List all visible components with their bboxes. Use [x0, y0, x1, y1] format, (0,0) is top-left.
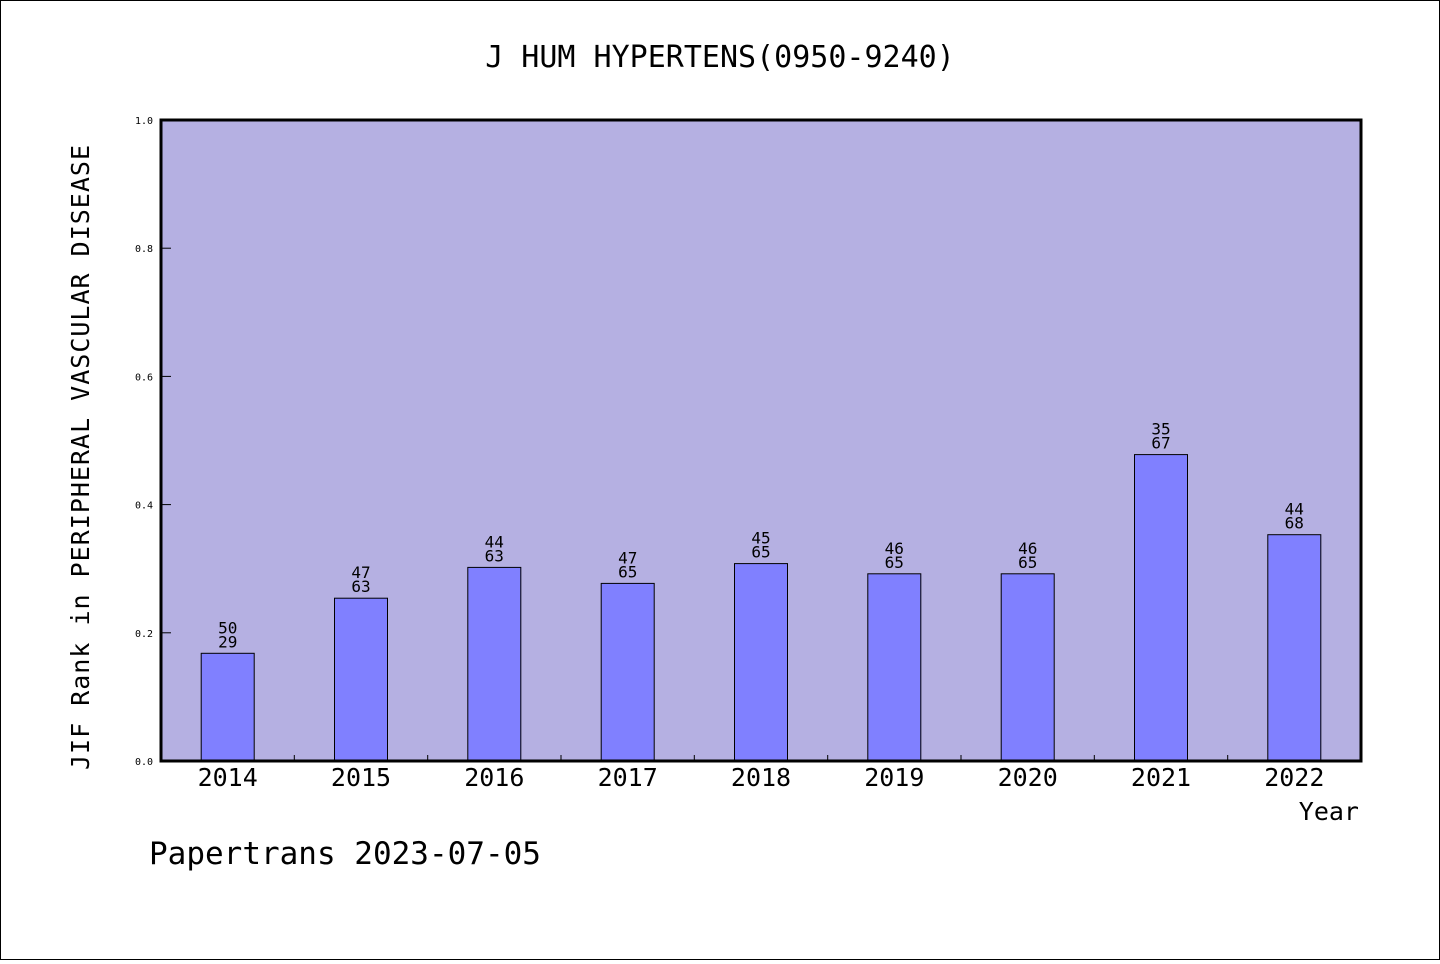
bar-2022: [1267, 534, 1322, 762]
bar-2017: [600, 582, 655, 762]
y-tick-label: 0.8: [135, 244, 153, 255]
x-tick-label: 2020: [998, 763, 1058, 792]
x-tick-label: 2021: [1131, 763, 1191, 792]
bar-total-label: 68: [1285, 514, 1304, 533]
x-tick-label: 2016: [464, 763, 524, 792]
bar-rank-label: 46: [1018, 539, 1037, 558]
x-axis-label: Year: [1299, 797, 1359, 826]
bar-2015: [334, 597, 388, 762]
footer-text: Papertrans 2023-07-05: [149, 836, 541, 872]
bar-rank-label: 47: [618, 548, 637, 567]
x-axis-ticks: 2014 2015 2016 2017 2018 2019 2020 2021 2022: [198, 755, 1324, 792]
y-tick-label: 0.0: [135, 757, 153, 768]
bar-rank-label: 46: [885, 539, 904, 558]
bars-group: [200, 454, 1322, 762]
y-tick-label: 0.6: [135, 372, 153, 383]
bar-2014: [200, 652, 255, 762]
bar-2021: [1134, 454, 1188, 762]
bar-rank-label: 35: [1151, 420, 1170, 439]
bar-total-label: 65: [618, 562, 637, 581]
x-tick-label: 2019: [864, 763, 924, 792]
bar-2016: [467, 566, 522, 762]
bar-total-label: 65: [885, 553, 904, 572]
bar-2018: [734, 563, 788, 762]
bar-rank-label: 44: [1285, 500, 1304, 519]
bar-rank-label: 47: [351, 563, 370, 582]
x-tick-label: 2022: [1264, 763, 1324, 792]
bar-total-label: 67: [1151, 434, 1170, 453]
bar-total-label: 63: [485, 546, 504, 565]
plot-frame: [159, 118, 1363, 763]
y-tick-label: 1.0: [135, 116, 153, 127]
bar-total-label: 65: [751, 543, 770, 562]
y-axis-label: JIF Rank in PERIPHERAL VASCULAR DISEASE: [66, 144, 95, 770]
bar-rank-label: 50: [218, 618, 237, 637]
y-tick-label: 0.4: [135, 501, 153, 512]
x-tick-label: 2015: [331, 763, 391, 792]
x-tick-label: 2017: [598, 763, 658, 792]
bar-total-label: 65: [1018, 553, 1037, 572]
bar-rank-label: 44: [485, 532, 504, 551]
x-tick-label: 2018: [731, 763, 791, 792]
x-tick-label: 2014: [198, 763, 258, 792]
bar-total-label: 63: [351, 577, 370, 596]
chart-title: J HUM HYPERTENS(0950-9240): [485, 40, 955, 75]
bar-rank-label: 45: [751, 529, 770, 548]
bar-2020: [1000, 573, 1055, 762]
bar-total-label: 29: [218, 632, 237, 651]
y-tick-label: 0.2: [135, 629, 153, 640]
bar-2019: [867, 573, 922, 762]
